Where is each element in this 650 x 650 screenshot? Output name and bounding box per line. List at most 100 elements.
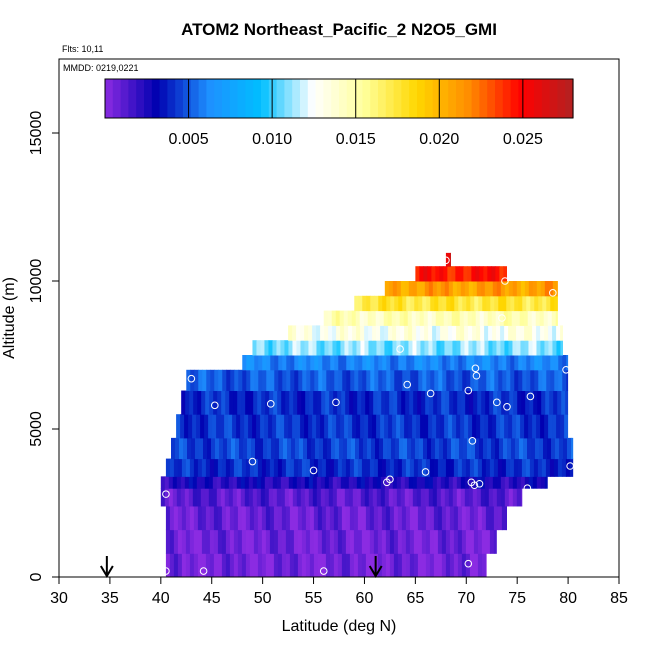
heatmap-cell	[344, 414, 349, 439]
heatmap-cell	[353, 390, 358, 415]
heatmap-cell	[396, 340, 401, 356]
heatmap-cell	[494, 295, 499, 312]
heatmap-cell	[513, 390, 518, 415]
heatmap-cell	[296, 488, 302, 507]
heatmap-cell	[268, 488, 274, 507]
heatmap-cell	[341, 529, 347, 554]
heatmap-cell	[424, 488, 430, 507]
x-tick-label: 85	[610, 590, 628, 607]
heatmap-cell	[555, 310, 558, 326]
heatmap-cell	[418, 369, 423, 392]
heatmap-cell	[493, 390, 498, 415]
heatmap-cell	[193, 553, 199, 578]
heatmap-cell	[409, 553, 415, 578]
heatmap-cell	[378, 369, 383, 392]
heatmap-cell	[340, 414, 345, 439]
heatmap-cell	[343, 310, 349, 326]
colorbar-tick-label: 0.010	[252, 131, 292, 148]
colorbar-segment	[112, 79, 122, 118]
heatmap-cell	[313, 505, 319, 531]
heatmap-cell	[331, 437, 336, 460]
heatmap-cell	[328, 325, 333, 341]
heatmap-cell	[372, 488, 378, 507]
heatmap-cell	[185, 553, 191, 578]
heatmap-cell	[354, 295, 359, 312]
heatmap-cell	[435, 310, 441, 326]
arrow-head	[368, 565, 383, 578]
heatmap-cell	[203, 437, 208, 460]
heatmap-cell	[462, 369, 467, 392]
heatmap-cell	[462, 355, 467, 371]
heatmap-cell	[413, 505, 419, 531]
heatmap-cell	[448, 281, 454, 297]
heatmap-cell	[344, 340, 349, 356]
heatmap-cell	[282, 369, 287, 392]
heatmap-cell	[436, 281, 442, 297]
heatmap-cell	[262, 355, 267, 371]
heatmap-cell	[181, 529, 187, 554]
heatmap-cell	[489, 458, 495, 477]
observation-point	[464, 559, 473, 568]
heatmap-cell	[396, 325, 401, 341]
heatmap-cell	[285, 458, 291, 477]
heatmap-cell	[537, 458, 543, 477]
heatmap-cell	[237, 505, 243, 531]
heatmap-cell	[444, 325, 449, 341]
heatmap-cell	[177, 553, 183, 578]
heatmap-cell	[487, 310, 493, 326]
heatmap-cell	[369, 505, 375, 531]
heatmap-cell	[537, 390, 542, 415]
heatmap-cell	[419, 266, 424, 282]
heatmap-cell	[169, 505, 175, 531]
heatmap-cell	[285, 553, 291, 578]
heatmap-cell	[296, 325, 301, 341]
heatmap-cell	[281, 529, 287, 554]
heatmap-cell	[410, 355, 415, 371]
heatmap-cell	[467, 310, 473, 326]
heatmap-cell	[316, 340, 321, 356]
heatmap-cell	[489, 505, 495, 531]
heatmap-cell	[542, 355, 547, 371]
heatmap-cell	[246, 369, 251, 392]
heatmap-cell	[505, 458, 511, 477]
heatmap-cell	[209, 505, 215, 531]
observation-point	[162, 567, 170, 575]
heatmap-cell	[438, 295, 443, 312]
heatmap-cell	[272, 340, 277, 356]
heatmap-cell	[367, 437, 372, 460]
heatmap-cell	[160, 476, 166, 489]
heatmap-cell	[416, 488, 422, 507]
heatmap-cell	[246, 355, 251, 371]
heatmap-cell	[429, 553, 435, 578]
heatmap-cell	[481, 458, 487, 477]
heatmap-cell	[183, 437, 188, 460]
heatmap-cell	[289, 458, 295, 477]
heatmap-cell	[420, 340, 425, 356]
heatmap-cell	[232, 414, 237, 439]
observation-point	[493, 398, 501, 407]
heatmap-cell	[318, 369, 323, 392]
heatmap-cell	[439, 437, 444, 460]
heatmap-cell	[277, 505, 283, 531]
heatmap-cell	[358, 295, 363, 312]
heatmap-cell	[320, 414, 325, 439]
heatmap-cell	[499, 266, 504, 282]
heatmap-cell	[168, 476, 174, 489]
heatmap-cell	[404, 476, 410, 489]
heatmap-cell	[184, 476, 190, 489]
heatmap-cell	[308, 488, 314, 507]
heatmap-cell	[352, 340, 357, 356]
colorbar-segment	[479, 79, 488, 118]
heatmap-cell	[348, 325, 353, 341]
heatmap-cell	[252, 488, 258, 507]
heatmap-cell	[400, 281, 406, 297]
heatmap-cell	[335, 437, 340, 460]
heatmap-cell	[220, 414, 225, 439]
heatmap-cell	[329, 553, 335, 578]
heatmap-cell	[302, 355, 307, 371]
heatmap-cell	[472, 281, 478, 297]
heatmap-cell	[175, 437, 180, 460]
heatmap-cell	[268, 414, 273, 439]
heatmap-cell	[535, 310, 541, 326]
heatmap-cell	[396, 488, 402, 507]
